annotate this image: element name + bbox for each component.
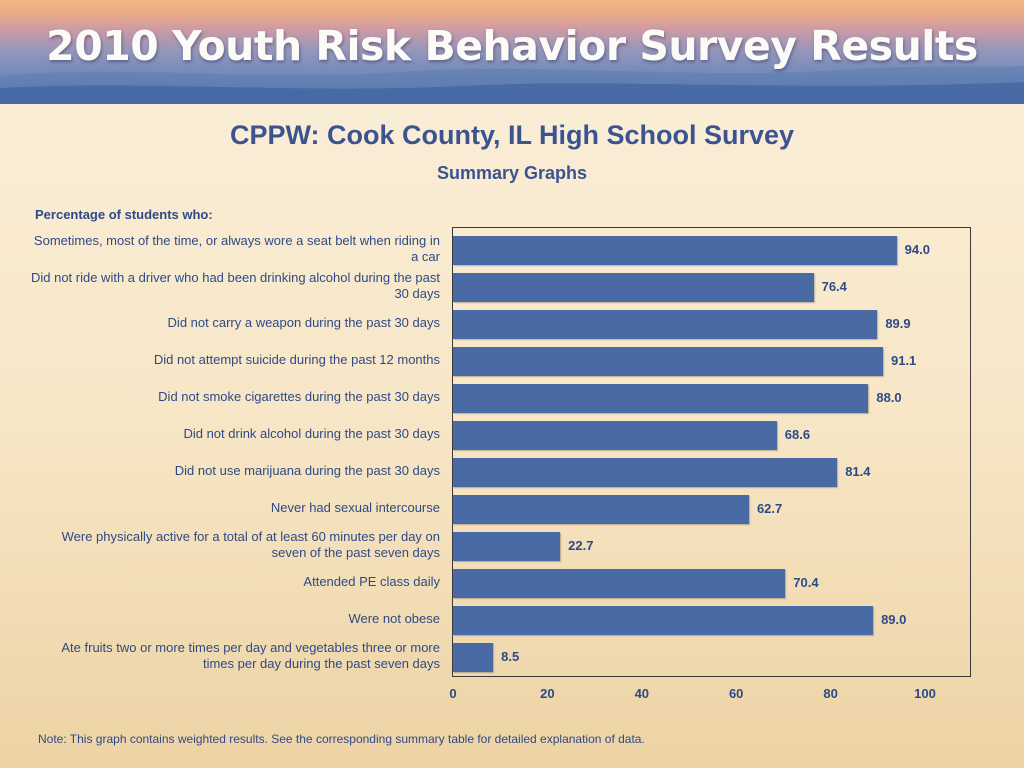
x-tick-label: 0: [449, 686, 457, 701]
banner-title: 2010 Youth Risk Behavior Survey Results: [46, 22, 978, 70]
bar: [453, 309, 878, 339]
bar: [453, 642, 494, 672]
data-label: 89.9: [885, 316, 911, 331]
category-label: Did not carry a weapon during the past 3…: [167, 315, 440, 330]
category-label: Never had sexual intercourse: [270, 500, 440, 515]
banner: 2010 Youth Risk Behavior Survey Results: [0, 0, 1024, 104]
x-tick-label: 20: [540, 686, 555, 701]
bar: [453, 346, 883, 376]
bar: [453, 494, 749, 524]
category-label: Were physically active for a total of at…: [61, 529, 440, 560]
data-label: 89.0: [881, 612, 907, 627]
bar: [453, 420, 777, 450]
category-label: Sometimes, most of the time, or always w…: [33, 233, 440, 264]
data-label: 76.4: [821, 279, 847, 294]
x-tick-label: 80: [823, 686, 838, 701]
category-label: Attended PE class daily: [303, 574, 440, 589]
data-label: 68.6: [784, 427, 811, 442]
x-tick-label: 40: [634, 686, 650, 701]
category-label: Did not drink alcohol during the past 30…: [183, 426, 440, 441]
plot-area: 94.0 76.4 89.9 91.1 88.0 68.6 81.4 62.7 22.7 70.4…: [452, 227, 971, 677]
bar: [453, 531, 561, 561]
category-label: Did not smoke cigarettes during the past…: [158, 389, 440, 404]
data-label: 22.7: [568, 538, 594, 553]
data-label: 62.7: [756, 501, 783, 516]
bar: [453, 457, 838, 487]
page-title: CPPW: Cook County, IL High School Survey: [229, 120, 795, 150]
data-label: 8.5: [501, 649, 520, 664]
data-label: 94.0: [904, 242, 930, 257]
x-tick-label: 100: [914, 686, 936, 701]
bar: [453, 383, 869, 413]
y-axis-label: Percentage of students who:: [35, 207, 213, 222]
footnote: Note: This graph contains weighted resul…: [38, 732, 645, 746]
category-label: Did not attempt suicide during the past …: [153, 352, 440, 367]
data-label: 81.4: [845, 464, 871, 479]
bar: [453, 235, 897, 265]
data-label: 91.1: [890, 353, 917, 368]
category-label: Did not use marijuana during the past 30…: [174, 463, 440, 478]
page-subtitle: Summary Graphs: [436, 163, 588, 183]
bar: [453, 568, 786, 598]
mountain-decoration: [0, 66, 1024, 104]
bar: [453, 605, 874, 635]
bar: [453, 272, 814, 302]
x-tick-label: 60: [728, 686, 744, 701]
data-label: 88.0: [876, 390, 902, 405]
category-label: Did not ride with a driver who had been …: [30, 270, 440, 301]
data-label: 70.4: [793, 575, 819, 590]
category-label: Were not obese: [348, 611, 440, 626]
category-label: Ate fruits two or more times per day and…: [61, 640, 440, 671]
